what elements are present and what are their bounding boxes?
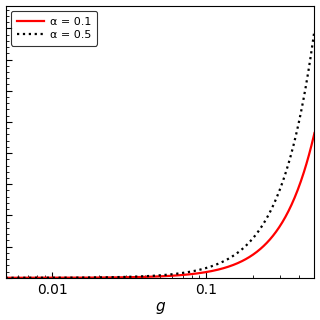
X-axis label: g: g [155, 300, 165, 315]
α = 0.5 [257, 229, 261, 233]
α = 0.1 [150, 275, 154, 279]
α = 0.5 [152, 274, 156, 278]
α = 0.1 [313, 131, 316, 135]
Legend: α = 0.1, α = 0.5: α = 0.1, α = 0.5 [11, 11, 97, 45]
α = 0.1 [257, 248, 261, 252]
α = 0.5 [4, 276, 7, 280]
α = 0.1 [152, 275, 156, 278]
α = 0.1 [171, 274, 175, 278]
α = 0.5 [188, 270, 191, 274]
Line: α = 0.1: α = 0.1 [5, 133, 315, 278]
α = 0.5 [313, 28, 316, 32]
Line: α = 0.5: α = 0.5 [5, 30, 315, 278]
α = 0.5 [150, 274, 154, 278]
α = 0.1 [305, 160, 309, 164]
α = 0.5 [171, 272, 175, 276]
α = 0.5 [305, 77, 309, 81]
α = 0.1 [4, 276, 7, 280]
α = 0.1 [188, 272, 191, 276]
